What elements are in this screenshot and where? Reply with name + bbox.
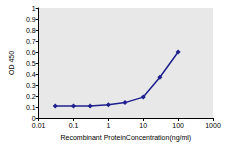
svg-text:10: 10 <box>139 122 147 129</box>
svg-text:0.3: 0.3 <box>26 82 36 89</box>
svg-text:0.1: 0.1 <box>26 104 36 111</box>
svg-text:0.4: 0.4 <box>26 71 36 78</box>
svg-text:0.8: 0.8 <box>26 27 36 34</box>
svg-text:100: 100 <box>172 122 184 129</box>
svg-text:OD 450: OD 450 <box>8 51 15 75</box>
svg-text:0.1: 0.1 <box>69 122 79 129</box>
svg-text:1: 1 <box>32 5 36 12</box>
svg-text:1: 1 <box>106 122 110 129</box>
svg-text:0.2: 0.2 <box>26 93 36 100</box>
svg-text:0.5: 0.5 <box>26 60 36 67</box>
svg-text:0.6: 0.6 <box>26 49 36 56</box>
svg-text:0.9: 0.9 <box>26 16 36 23</box>
svg-text:1000: 1000 <box>205 122 221 129</box>
svg-text:Recombinant ProteinConcentrati: Recombinant ProteinConcentration(ng/ml) <box>60 134 191 142</box>
svg-text:0: 0 <box>32 115 36 122</box>
svg-text:0.7: 0.7 <box>26 38 36 45</box>
svg-text:0.01: 0.01 <box>32 122 46 129</box>
